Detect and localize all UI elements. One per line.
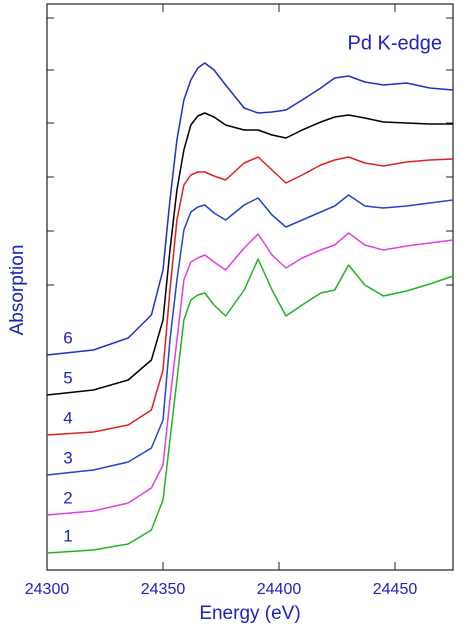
series-label: 1 bbox=[63, 526, 72, 545]
chart-title: Pd K-edge bbox=[347, 32, 442, 54]
x-tick-label: 24350 bbox=[141, 581, 186, 598]
spectrum-line bbox=[46, 112, 453, 396]
spectrum-line bbox=[46, 258, 454, 554]
series-label: 4 bbox=[63, 408, 72, 427]
y-axis-label: Absorption bbox=[7, 245, 28, 336]
x-tick-label: 24450 bbox=[373, 581, 418, 598]
series-label: 2 bbox=[63, 488, 72, 507]
spectrum-line bbox=[46, 62, 454, 356]
spectrum-line bbox=[46, 232, 454, 516]
spectrum-line bbox=[46, 156, 454, 436]
series-label: 6 bbox=[63, 328, 72, 347]
spectrum-line bbox=[46, 194, 454, 476]
x-tick-label: 24300 bbox=[25, 581, 70, 598]
plot-frame bbox=[46, 3, 454, 571]
series-label: 5 bbox=[63, 368, 72, 387]
x-axis-label: Energy (eV) bbox=[199, 603, 300, 624]
series-label: 3 bbox=[63, 448, 72, 467]
x-tick-label: 24400 bbox=[257, 581, 302, 598]
